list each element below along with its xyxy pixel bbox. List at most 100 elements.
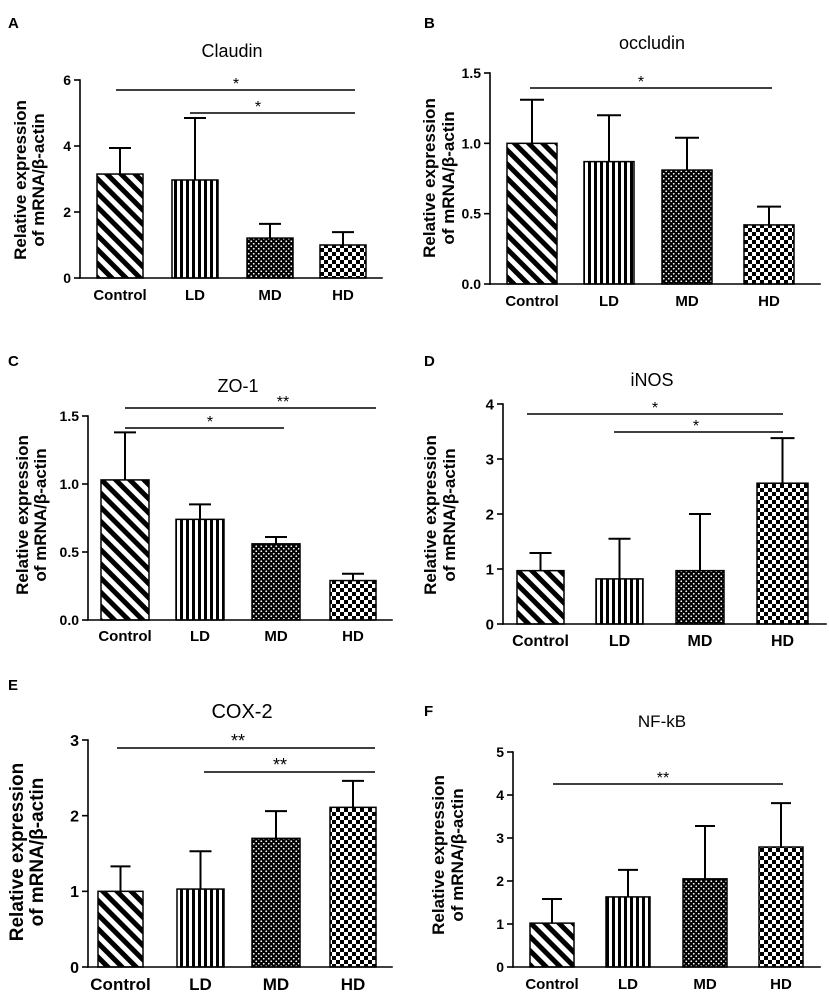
y-axis-label-line: Relative expression bbox=[7, 763, 28, 941]
y-tick-label: 1 bbox=[70, 884, 79, 901]
y-axis-label-line: of mRNA/β-actin bbox=[27, 778, 48, 927]
y-axis-label-line: of mRNA/β-actin bbox=[29, 113, 48, 246]
y-tick-label: 0.0 bbox=[60, 612, 80, 628]
bar-control bbox=[529, 922, 575, 968]
chart-title: ZO-1 bbox=[217, 376, 258, 396]
y-tick-label: 4 bbox=[486, 396, 495, 413]
y-axis-label-line: of mRNA/β-actin bbox=[448, 788, 467, 921]
x-tick-label: MD bbox=[688, 633, 713, 650]
bar-md bbox=[661, 169, 713, 285]
x-tick-label: LD bbox=[609, 633, 630, 650]
y-axis-label-line: of mRNA/β-actin bbox=[440, 448, 459, 581]
y-tick-label: 1.0 bbox=[60, 476, 80, 492]
x-tick-label: HD bbox=[332, 287, 354, 304]
x-tick-label: Control bbox=[505, 293, 558, 310]
x-tick-label: Control bbox=[512, 633, 569, 650]
y-tick-label: 3 bbox=[486, 451, 494, 468]
x-tick-label: LD bbox=[189, 975, 212, 994]
y-axis-label-line: Relative expression bbox=[429, 775, 448, 935]
bar-control bbox=[96, 173, 144, 279]
significance-marker: ** bbox=[277, 394, 289, 411]
y-tick-label: 1 bbox=[486, 561, 494, 578]
x-tick-label: MD bbox=[263, 975, 289, 994]
significance-marker: * bbox=[255, 99, 261, 116]
y-tick-label: 1.5 bbox=[462, 65, 482, 81]
panel-e: E COX-2 Relative expressionof mRNA/β-actin… bbox=[7, 677, 393, 994]
panel-c: C ZO-1 Relative expressionof mRNA/β-actin C… bbox=[8, 353, 393, 645]
panel-letter: B bbox=[424, 15, 435, 32]
y-axis-label: Relative expressionof mRNA/β-actin bbox=[7, 763, 48, 941]
bar-md bbox=[251, 543, 301, 621]
x-tick-label: HD bbox=[770, 976, 792, 993]
y-tick-label: 2 bbox=[63, 204, 71, 220]
bar-control bbox=[506, 142, 558, 285]
y-axis-label: Relative expressionof mRNA/β-actin bbox=[11, 100, 48, 260]
bar-md bbox=[682, 878, 728, 968]
chart-title: NF-kB bbox=[638, 712, 686, 731]
y-tick-label: 3 bbox=[70, 733, 79, 750]
chart-title: COX-2 bbox=[211, 701, 272, 723]
y-tick-label: 2 bbox=[496, 873, 504, 889]
panel-letter: E bbox=[8, 677, 18, 694]
bar-ld bbox=[583, 160, 635, 285]
panel-letter: A bbox=[8, 15, 19, 32]
bar-hd bbox=[743, 224, 795, 285]
panel-letter: C bbox=[8, 353, 19, 370]
y-axis-label-line: Relative expression bbox=[420, 98, 439, 258]
y-tick-label: 2 bbox=[486, 506, 494, 523]
x-tick-label: LD bbox=[599, 293, 619, 310]
bar-md bbox=[246, 237, 294, 279]
y-tick-label: 0 bbox=[486, 616, 494, 633]
y-tick-label: 0.5 bbox=[60, 544, 80, 560]
y-tick-label: 0 bbox=[63, 270, 71, 286]
significance-marker: * bbox=[652, 400, 658, 417]
bar-ld bbox=[175, 518, 225, 621]
bar-hd bbox=[329, 579, 377, 621]
y-tick-label: 0 bbox=[496, 959, 504, 975]
x-tick-label: LD bbox=[190, 628, 210, 645]
bar-control bbox=[100, 479, 150, 621]
bar-control bbox=[97, 890, 144, 968]
y-axis-label: Relative expressionof mRNA/β-actin bbox=[420, 98, 458, 258]
x-tick-label: HD bbox=[771, 633, 794, 650]
x-tick-label: Control bbox=[98, 628, 151, 645]
bar-md bbox=[251, 837, 301, 968]
x-tick-label: MD bbox=[258, 287, 281, 304]
y-axis-label: Relative expressionof mRNA/β-actin bbox=[429, 775, 467, 935]
y-tick-label: 2 bbox=[70, 808, 79, 825]
y-axis-label: Relative expressionof mRNA/β-actin bbox=[421, 435, 459, 595]
x-tick-label: Control bbox=[525, 976, 578, 993]
bar-ld bbox=[595, 578, 644, 625]
x-tick-label: MD bbox=[675, 293, 698, 310]
significance-marker: * bbox=[207, 414, 213, 431]
bar-hd bbox=[758, 846, 804, 968]
x-tick-label: MD bbox=[693, 976, 716, 993]
y-tick-label: 3 bbox=[496, 830, 504, 846]
y-tick-label: 0.5 bbox=[462, 206, 482, 222]
chart-title: Claudin bbox=[201, 41, 262, 61]
x-tick-label: Control bbox=[90, 975, 150, 994]
significance-marker: ** bbox=[273, 755, 287, 775]
y-tick-label: 1 bbox=[496, 916, 504, 932]
x-tick-label: LD bbox=[618, 976, 638, 993]
bar-ld bbox=[171, 179, 219, 279]
panel-f: F NF-kB Relative expressionof mRNA/β-actin… bbox=[424, 703, 821, 993]
x-tick-label: MD bbox=[264, 628, 287, 645]
y-axis-label: Relative expressionof mRNA/β-actin bbox=[13, 435, 50, 595]
x-tick-label: HD bbox=[342, 628, 364, 645]
x-tick-label: LD bbox=[185, 287, 205, 304]
y-axis-label-line: Relative expression bbox=[421, 435, 440, 595]
chart-title: iNOS bbox=[630, 370, 673, 390]
y-tick-label: 1.0 bbox=[462, 135, 482, 151]
y-tick-label: 1.5 bbox=[60, 408, 80, 424]
y-tick-label: 4 bbox=[63, 138, 71, 154]
y-tick-label: 0 bbox=[70, 960, 79, 977]
x-tick-label: Control bbox=[93, 287, 146, 304]
panel-letter: D bbox=[424, 353, 435, 370]
significance-marker: ** bbox=[231, 731, 245, 751]
bar-hd bbox=[756, 482, 809, 625]
y-axis-label-line: of mRNA/β-actin bbox=[439, 111, 458, 244]
y-tick-label: 5 bbox=[496, 744, 504, 760]
panel-letter: F bbox=[424, 703, 433, 720]
